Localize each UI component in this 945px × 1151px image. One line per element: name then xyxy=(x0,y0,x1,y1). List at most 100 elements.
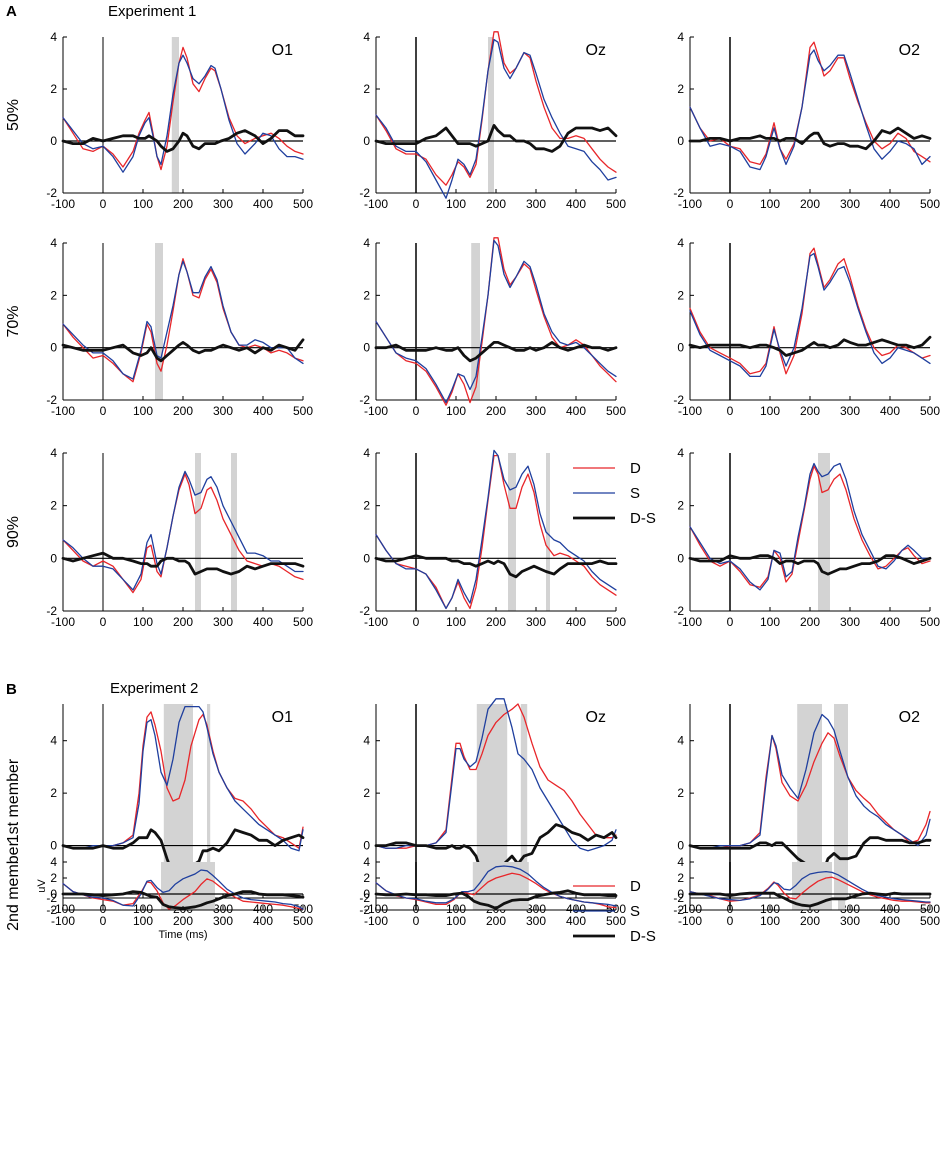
series-s-line xyxy=(375,865,617,907)
y-tick-label: 4 xyxy=(363,855,370,869)
x-tick-label: 100 xyxy=(760,914,780,928)
x-tick-label: 200 xyxy=(173,615,193,629)
x-tick-label: 100 xyxy=(760,615,780,629)
significance-window xyxy=(508,453,516,611)
y-tick-label: 2 xyxy=(677,786,684,800)
x-tick-label: -100 xyxy=(51,404,75,418)
y-tick-label: 4 xyxy=(363,236,370,250)
y-tick-label: -2 xyxy=(359,891,370,905)
panel-letter-a: A xyxy=(6,3,17,20)
y-tick-label: -2 xyxy=(673,186,684,200)
x-tick-label: 100 xyxy=(446,914,466,928)
x-tick-label: 300 xyxy=(526,615,546,629)
panel-50--oz: -2 0 2 4 -100 0 100 200 300 400 500 Oz xyxy=(359,30,626,211)
x-tick-label: 500 xyxy=(293,914,313,928)
y-tick-label: 2 xyxy=(677,82,684,96)
panel-70--o1: -2 0 2 4 -100 0 100 200 300 400 500 xyxy=(46,236,313,418)
y-tick-label: 0 xyxy=(50,839,57,853)
y-tick-label: -2 xyxy=(359,604,370,618)
x-tick-label: 400 xyxy=(566,914,586,928)
x-tick-label: 500 xyxy=(920,197,940,211)
x-tick-label: 400 xyxy=(253,615,273,629)
y-tick-label: 0 xyxy=(677,551,684,565)
y-tick-label: 4 xyxy=(50,30,57,44)
x-tick-label: 500 xyxy=(920,914,940,928)
y-tick-label: -2 xyxy=(46,186,57,200)
row-label: 2nd member xyxy=(5,840,22,930)
x-tick-label: 500 xyxy=(293,404,313,418)
y-tick-label: 0 xyxy=(363,134,370,148)
x-tick-label: 200 xyxy=(800,404,820,418)
series-d-line xyxy=(375,454,617,610)
y-tick-label: 4 xyxy=(50,734,57,748)
x-tick-label: 0 xyxy=(100,404,107,418)
y-tick-label: -2 xyxy=(359,393,370,407)
y-tick-label: -2 xyxy=(673,903,684,917)
x-tick-label: 300 xyxy=(526,404,546,418)
y-tick-label: 2 xyxy=(50,786,57,800)
x-tick-label: 400 xyxy=(566,197,586,211)
significance-window xyxy=(195,453,201,611)
series-s-line xyxy=(689,462,931,591)
series-ds-line xyxy=(374,554,618,579)
x-tick-label: 300 xyxy=(213,615,233,629)
y-tick-label: 4 xyxy=(363,734,370,748)
channel-label: Oz xyxy=(586,709,606,726)
significance-window xyxy=(471,243,480,400)
x-tick-label: 400 xyxy=(253,914,273,928)
significance-window xyxy=(818,453,830,611)
row-label: 90% xyxy=(5,516,22,548)
y-tick-label: 0 xyxy=(50,134,57,148)
series-ds-line xyxy=(61,890,305,910)
channel-label: O2 xyxy=(899,709,920,726)
series-d-line xyxy=(689,41,931,166)
panel-90--o2: -2 0 2 4 -100 0 100 200 300 400 500 xyxy=(673,446,940,629)
x-tick-label: -100 xyxy=(51,615,75,629)
x-tick-label: -100 xyxy=(678,197,702,211)
y-tick-label: 0 xyxy=(363,551,370,565)
legend-label: D-S xyxy=(630,928,656,945)
y-tick-label: 4 xyxy=(50,855,57,869)
y-tick-label: 2 xyxy=(677,499,684,513)
significance-window xyxy=(231,453,237,611)
y-tick-label: 4 xyxy=(677,446,684,460)
x-tick-label: 200 xyxy=(173,404,193,418)
x-tick-label: 200 xyxy=(486,197,506,211)
series-d-line xyxy=(375,237,617,406)
legend-label: S xyxy=(630,485,640,502)
x-tick-label: 400 xyxy=(253,197,273,211)
x-tick-label: 0 xyxy=(727,404,734,418)
x-tick-label: -100 xyxy=(364,615,388,629)
x-tick-label: 200 xyxy=(486,404,506,418)
x-tick-label: 100 xyxy=(446,404,466,418)
y-tick-label: 0 xyxy=(363,341,370,355)
series-d-line xyxy=(689,247,931,375)
series-s-line xyxy=(689,870,931,903)
x-tick-label: 200 xyxy=(486,615,506,629)
x-tick-label: 0 xyxy=(727,615,734,629)
x-tick-label: 300 xyxy=(840,197,860,211)
channel-label: O1 xyxy=(272,42,293,59)
x-tick-label: -100 xyxy=(364,404,388,418)
y-tick-label: 4 xyxy=(677,30,684,44)
y-axis-title: uV xyxy=(36,879,48,893)
y-tick-label: 4 xyxy=(677,734,684,748)
y-tick-label: 4 xyxy=(363,446,370,460)
x-tick-label: 500 xyxy=(293,615,313,629)
x-tick-label: 400 xyxy=(880,914,900,928)
x-tick-label: 500 xyxy=(606,914,626,928)
x-tick-label: 100 xyxy=(133,615,153,629)
x-tick-label: 0 xyxy=(727,914,734,928)
series-ds-line xyxy=(688,891,932,908)
x-tick-label: 300 xyxy=(840,914,860,928)
x-tick-label: 300 xyxy=(526,914,546,928)
significance-window xyxy=(171,37,179,193)
x-tick-label: 100 xyxy=(446,197,466,211)
x-tick-label: -100 xyxy=(678,615,702,629)
x-tick-label: 0 xyxy=(413,615,420,629)
x-tick-label: 300 xyxy=(213,404,233,418)
x-tick-label: 200 xyxy=(800,615,820,629)
